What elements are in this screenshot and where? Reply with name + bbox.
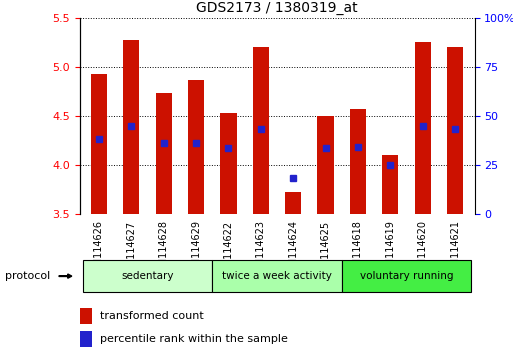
Bar	[188, 80, 204, 214]
Bar	[91, 74, 107, 214]
Text: sedentary: sedentary	[121, 271, 174, 281]
Text: protocol: protocol	[5, 271, 50, 281]
Bar	[285, 192, 301, 214]
Bar	[253, 47, 269, 214]
Bar	[382, 155, 399, 214]
Title: GDS2173 / 1380319_at: GDS2173 / 1380319_at	[196, 1, 358, 15]
Bar	[123, 40, 140, 214]
Bar	[318, 116, 333, 214]
Text: transformed count: transformed count	[100, 311, 204, 321]
Bar	[447, 47, 463, 214]
Text: voluntary running: voluntary running	[360, 271, 453, 281]
Text: percentile rank within the sample: percentile rank within the sample	[100, 334, 288, 344]
Text: twice a week activity: twice a week activity	[222, 271, 332, 281]
Bar	[155, 93, 172, 214]
Bar	[350, 109, 366, 214]
Bar	[415, 42, 431, 214]
Bar	[221, 113, 236, 214]
